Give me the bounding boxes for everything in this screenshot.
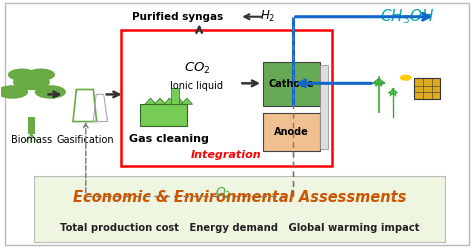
Text: Gasification: Gasification: [56, 135, 114, 145]
Polygon shape: [145, 98, 156, 104]
Ellipse shape: [27, 68, 55, 81]
FancyBboxPatch shape: [34, 176, 445, 242]
Text: Cathode: Cathode: [269, 79, 314, 89]
Text: $\mathit{H_2}$: $\mathit{H_2}$: [260, 9, 275, 24]
Polygon shape: [181, 98, 192, 104]
Text: Economic & Environmental Assessments: Economic & Environmental Assessments: [73, 189, 406, 205]
Text: Integration: Integration: [191, 150, 262, 160]
Ellipse shape: [400, 75, 411, 81]
Text: $\mathit{O_2}$: $\mathit{O_2}$: [215, 186, 231, 201]
Bar: [263, 113, 319, 151]
Text: Total production cost   Energy demand   Global warming impact: Total production cost Energy demand Glob…: [60, 223, 419, 233]
Text: $\mathit{CO_2}$: $\mathit{CO_2}$: [183, 61, 210, 76]
Ellipse shape: [8, 68, 36, 81]
Text: Ionic liquid: Ionic liquid: [170, 81, 223, 91]
Text: Gas cleaning: Gas cleaning: [128, 134, 209, 144]
Text: Biomass: Biomass: [11, 135, 52, 145]
Polygon shape: [155, 98, 165, 104]
Text: Anode: Anode: [274, 127, 309, 137]
Text: Purified syngas: Purified syngas: [132, 12, 224, 22]
Polygon shape: [173, 98, 184, 104]
Ellipse shape: [13, 74, 50, 90]
Ellipse shape: [0, 85, 28, 99]
Bar: [140, 104, 187, 126]
Bar: [263, 62, 319, 105]
Bar: [27, 117, 35, 134]
Polygon shape: [164, 98, 175, 104]
Bar: [319, 65, 328, 149]
Text: $\mathit{CH_3OH}$: $\mathit{CH_3OH}$: [380, 7, 434, 26]
Bar: [171, 88, 179, 104]
Ellipse shape: [35, 85, 66, 99]
Bar: [414, 78, 440, 99]
